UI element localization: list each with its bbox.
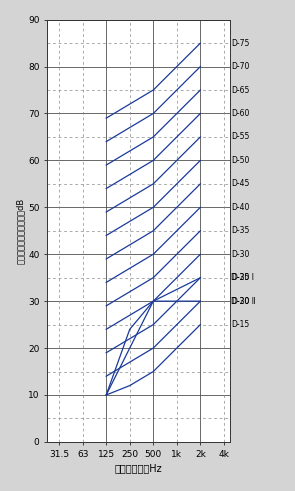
Text: D-60: D-60 bbox=[232, 109, 250, 118]
Text: D-30 Ⅱ: D-30 Ⅱ bbox=[232, 297, 256, 305]
Text: D-75: D-75 bbox=[232, 39, 250, 48]
Text: D-50: D-50 bbox=[232, 156, 250, 165]
Text: D-65: D-65 bbox=[232, 85, 250, 94]
Text: D-30: D-30 bbox=[232, 250, 250, 259]
Text: D-45: D-45 bbox=[232, 179, 250, 189]
Text: D-35: D-35 bbox=[232, 226, 250, 235]
Text: D-25: D-25 bbox=[232, 273, 250, 282]
Text: D-70: D-70 bbox=[232, 62, 250, 71]
Text: D-55: D-55 bbox=[232, 133, 250, 141]
Text: D-15: D-15 bbox=[232, 320, 250, 329]
Text: D-20: D-20 bbox=[232, 297, 250, 305]
Text: D-30 I: D-30 I bbox=[232, 273, 255, 282]
Y-axis label: 音間平均音圧レベル差･dB: 音間平均音圧レベル差･dB bbox=[16, 198, 25, 264]
X-axis label: 中心周波数･Hz: 中心周波数･Hz bbox=[115, 463, 163, 473]
Text: D-40: D-40 bbox=[232, 203, 250, 212]
